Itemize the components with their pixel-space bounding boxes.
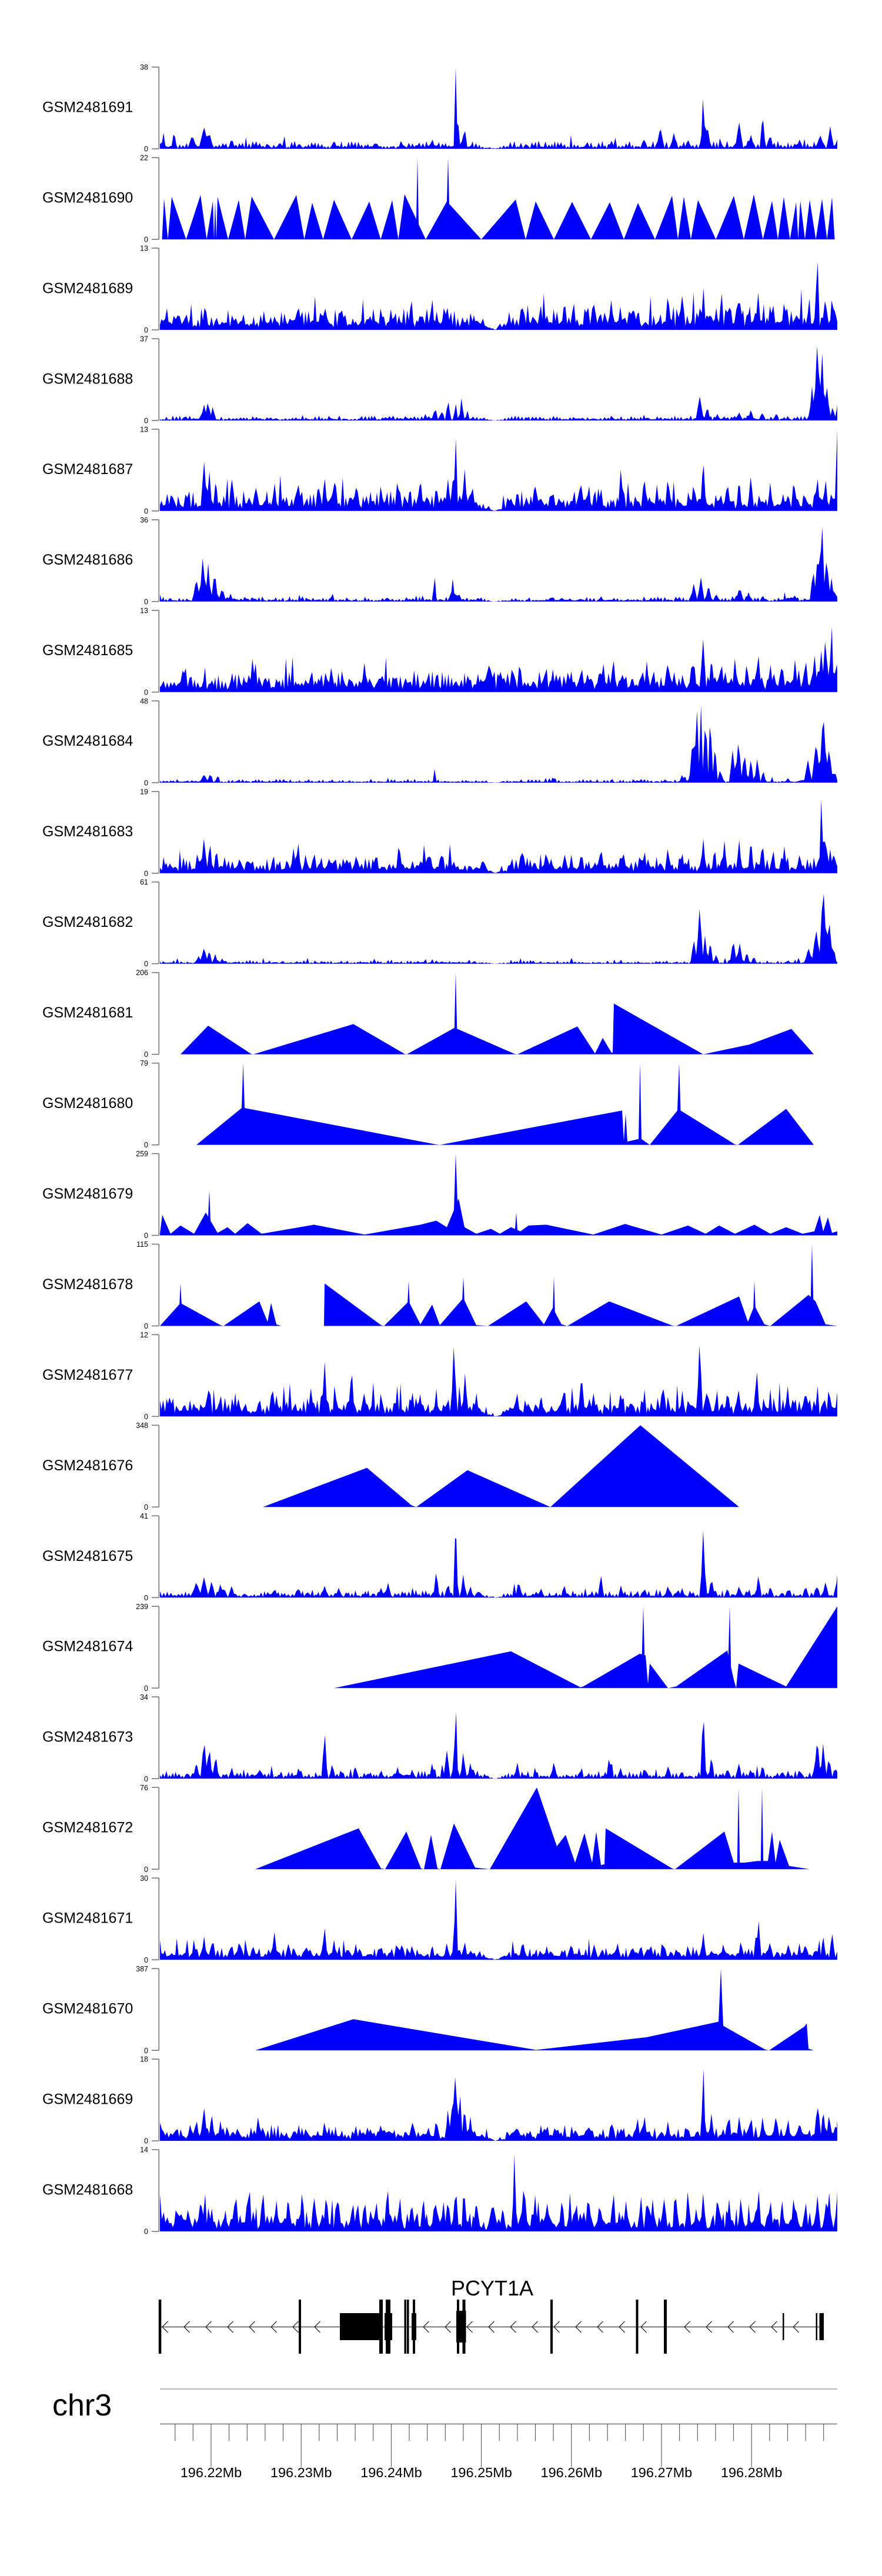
svg-text:196.27Mb: 196.27Mb: [631, 2465, 693, 2480]
svg-text:79: 79: [140, 1059, 148, 1067]
svg-text:196.22Mb: 196.22Mb: [181, 2465, 242, 2480]
svg-text:239: 239: [136, 1603, 148, 1611]
svg-text:0: 0: [144, 1141, 148, 1149]
svg-text:41: 41: [140, 1512, 148, 1520]
svg-text:0: 0: [144, 1684, 148, 1693]
svg-text:0: 0: [144, 236, 148, 244]
svg-text:PCYT1A: PCYT1A: [451, 2276, 533, 2300]
svg-text:GSM2481683: GSM2481683: [42, 823, 133, 840]
svg-text:348: 348: [136, 1422, 148, 1430]
svg-text:61: 61: [140, 878, 148, 886]
svg-text:GSM2481673: GSM2481673: [42, 1729, 133, 1746]
svg-text:13: 13: [140, 425, 148, 433]
svg-text:0: 0: [144, 869, 148, 877]
svg-text:196.26Mb: 196.26Mb: [541, 2465, 603, 2480]
svg-text:206: 206: [136, 969, 148, 977]
svg-text:259: 259: [136, 1150, 148, 1158]
svg-text:GSM2481681: GSM2481681: [42, 1005, 133, 1021]
svg-text:0: 0: [144, 2047, 148, 2055]
svg-text:13: 13: [140, 606, 148, 615]
svg-text:GSM2481676: GSM2481676: [42, 1457, 133, 1474]
svg-text:GSM2481688: GSM2481688: [42, 371, 133, 387]
svg-text:GSM2481684: GSM2481684: [42, 733, 133, 749]
svg-text:GSM2481687: GSM2481687: [42, 461, 133, 478]
svg-text:12: 12: [140, 1331, 148, 1339]
svg-text:GSM2481691: GSM2481691: [42, 99, 133, 115]
svg-text:0: 0: [144, 1503, 148, 1511]
svg-text:GSM2481685: GSM2481685: [42, 642, 133, 659]
svg-text:0: 0: [144, 779, 148, 787]
svg-text:0: 0: [144, 417, 148, 425]
svg-text:GSM2481680: GSM2481680: [42, 1095, 133, 1112]
svg-text:0: 0: [144, 960, 148, 968]
svg-text:GSM2481674: GSM2481674: [42, 1639, 133, 1655]
svg-text:0: 0: [144, 1413, 148, 1421]
svg-text:GSM2481690: GSM2481690: [42, 189, 133, 206]
svg-text:0: 0: [144, 1956, 148, 1964]
svg-text:GSM2481682: GSM2481682: [42, 914, 133, 930]
svg-text:0: 0: [144, 1050, 148, 1059]
svg-text:0: 0: [144, 326, 148, 335]
svg-text:0: 0: [144, 1594, 148, 1602]
svg-text:196.24Mb: 196.24Mb: [360, 2465, 422, 2480]
svg-text:13: 13: [140, 245, 148, 253]
svg-text:0: 0: [144, 1866, 148, 1874]
svg-text:196.23Mb: 196.23Mb: [270, 2465, 332, 2480]
svg-text:387: 387: [136, 1965, 148, 1973]
svg-text:0: 0: [144, 2228, 148, 2236]
svg-text:0: 0: [144, 598, 148, 606]
svg-text:30: 30: [140, 1874, 148, 1883]
svg-text:GSM2481668: GSM2481668: [42, 2182, 133, 2198]
svg-text:115: 115: [136, 1240, 148, 1249]
svg-text:0: 0: [144, 1322, 148, 1330]
svg-text:196.28Mb: 196.28Mb: [721, 2465, 783, 2480]
svg-text:0: 0: [144, 507, 148, 515]
svg-text:GSM2481672: GSM2481672: [42, 1820, 133, 1836]
svg-text:0: 0: [144, 2137, 148, 2145]
svg-text:GSM2481678: GSM2481678: [42, 1276, 133, 1293]
svg-text:19: 19: [140, 788, 148, 796]
svg-text:37: 37: [140, 335, 148, 343]
svg-text:GSM2481671: GSM2481671: [42, 1910, 133, 1927]
svg-text:GSM2481686: GSM2481686: [42, 552, 133, 568]
svg-text:GSM2481677: GSM2481677: [42, 1367, 133, 1383]
svg-text:GSM2481679: GSM2481679: [42, 1186, 133, 1202]
svg-text:76: 76: [140, 1784, 148, 1792]
svg-text:0: 0: [144, 1232, 148, 1240]
svg-text:38: 38: [140, 64, 148, 72]
svg-text:48: 48: [140, 697, 148, 705]
svg-text:18: 18: [140, 2056, 148, 2064]
svg-text:34: 34: [140, 1693, 148, 1701]
svg-text:0: 0: [144, 688, 148, 696]
svg-text:196.25Mb: 196.25Mb: [450, 2465, 512, 2480]
svg-text:chr3: chr3: [52, 2388, 112, 2422]
svg-text:0: 0: [144, 1775, 148, 1783]
svg-text:GSM2481675: GSM2481675: [42, 1548, 133, 1564]
svg-text:22: 22: [140, 154, 148, 162]
svg-text:14: 14: [140, 2146, 148, 2154]
svg-text:GSM2481689: GSM2481689: [42, 280, 133, 296]
svg-text:0: 0: [144, 145, 148, 154]
svg-text:36: 36: [140, 516, 148, 524]
svg-text:GSM2481670: GSM2481670: [42, 2001, 133, 2017]
svg-text:GSM2481669: GSM2481669: [42, 2091, 133, 2108]
